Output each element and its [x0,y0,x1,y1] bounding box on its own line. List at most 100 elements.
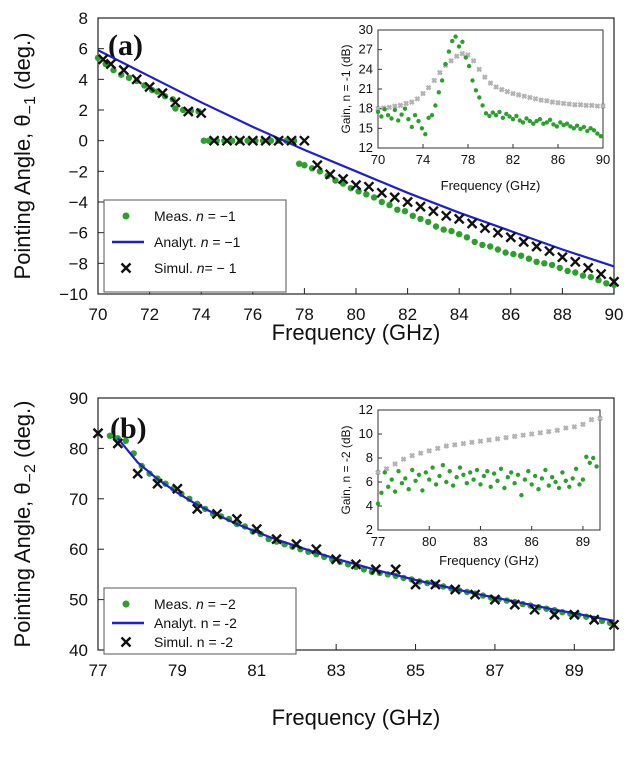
simulated-point [172,483,183,495]
inset-measured-point [440,463,446,468]
inset-measured-point [453,34,458,39]
measured-point [448,227,455,235]
inset-measured-point [389,116,394,121]
x-tick-label: 82 [398,305,417,324]
plot-frame [97,397,615,651]
inset-simulated-point [594,103,601,109]
inset-simulated-point [392,461,398,467]
simulated-point [582,262,594,274]
measured-point [172,105,179,112]
inset-simulated-point [545,428,552,435]
inset-measured-point [564,121,570,126]
inset-measured-point [485,469,490,474]
inset-measured-point [464,481,469,486]
y-tick-label: −8 [69,254,88,273]
inset-measured-point [532,473,538,479]
measured-point [579,272,587,279]
inset-simulated-point [425,84,432,91]
inset-measured-point [389,477,394,482]
inset-x-tick-label: 90 [596,152,610,167]
simulated-point [132,468,144,479]
simulated-point [152,478,163,490]
inset-y-tick-label: 8 [366,450,373,465]
inset-measured-point [568,124,573,129]
simulated-point [208,135,220,147]
inset-measured-point [375,109,381,115]
inset-series-simulated [375,415,603,476]
legend-x-marker [120,636,132,648]
y-tick-label: 60 [69,540,88,559]
inset-measured-point [497,109,502,115]
x-tick-label: 88 [553,305,572,324]
inset-simulated-point [532,95,539,102]
inset-simulated-point [521,93,528,100]
inset-measured-point [410,467,415,473]
inset-simulated-point [453,53,460,60]
legend: Meas. n = −2 Analyt. n = -2 Simul. n = -2 [103,587,297,655]
inset-measured-point [591,128,597,133]
x-tick-label: 80 [347,305,366,324]
simulated-point [370,564,382,575]
inset-simulated-point [443,443,450,449]
measured-point [401,208,409,215]
inset-simulated-point [527,94,533,101]
simulated-point [131,73,143,85]
inset-simulated-point [392,103,398,109]
simulated-point [568,609,580,621]
inset-simulated-point [510,90,516,97]
simulated-point [247,135,259,147]
inset-measured-point [433,482,439,487]
inset-measured-point [437,473,442,479]
legend-label: Analyt. n = -2 [154,615,237,631]
inset-simulated-point [493,84,499,90]
y-axis-label-main: Pointing Angle, θ [10,482,35,647]
inset-x-tick-label: 70 [371,152,385,167]
inset-measured-point [433,103,438,108]
inset-simulated-point [476,66,483,73]
inset-measured-point [595,131,600,136]
inset-simulated-point [583,102,589,109]
inset-simulated-point [549,99,556,105]
y-tick-label: −6 [69,224,88,243]
inset-measured-point [594,464,599,469]
inset-measured-point [571,126,576,131]
inset-measured-point [379,114,384,119]
legend-label-suffix: = −1 [204,208,236,224]
inset-simulated-point [460,440,467,447]
inset-simulated-point [400,456,407,463]
inset-x-tick-label: 86 [551,152,565,167]
inset-y-tick-label: 30 [359,22,373,37]
measured-point [106,432,114,439]
simulated-point [595,268,607,280]
inset-measured-point [399,112,404,117]
inset-measured-point [386,484,391,489]
inset-measured-point [457,465,463,470]
simulated-point [410,579,421,590]
inset-measured-point [598,134,603,139]
y-tick-label: 2 [79,101,88,120]
inset-x-tick-label: 89 [576,534,590,549]
x-tick-label: 79 [168,661,187,680]
inset-x-axis-label: Frequency (GHz) [439,553,539,568]
inset-measured-point [382,470,387,475]
inset-measured-point [561,122,566,128]
inset-measured-point [439,78,445,83]
legend-dot-marker [122,212,130,220]
simulated-point [311,159,323,171]
inset-measured-point [419,126,425,131]
simulated-point [211,508,223,520]
inset-measured-point [554,124,560,129]
inset-x-tick-label: 82 [506,152,520,167]
legend-label-prefix: Meas. [154,596,196,612]
inset-measured-point [558,120,563,125]
measured-point [525,255,533,262]
inset-measured-point [504,111,509,117]
simulated-point [291,538,302,550]
x-tick-label: 84 [450,305,469,324]
inset-measured-point [423,132,428,137]
simulated-point [505,231,517,243]
inset-x-tick-label: 80 [422,534,436,549]
x-tick-label: 81 [247,661,266,680]
legend-dot-marker [122,600,130,608]
inset-measured-point [382,107,387,112]
